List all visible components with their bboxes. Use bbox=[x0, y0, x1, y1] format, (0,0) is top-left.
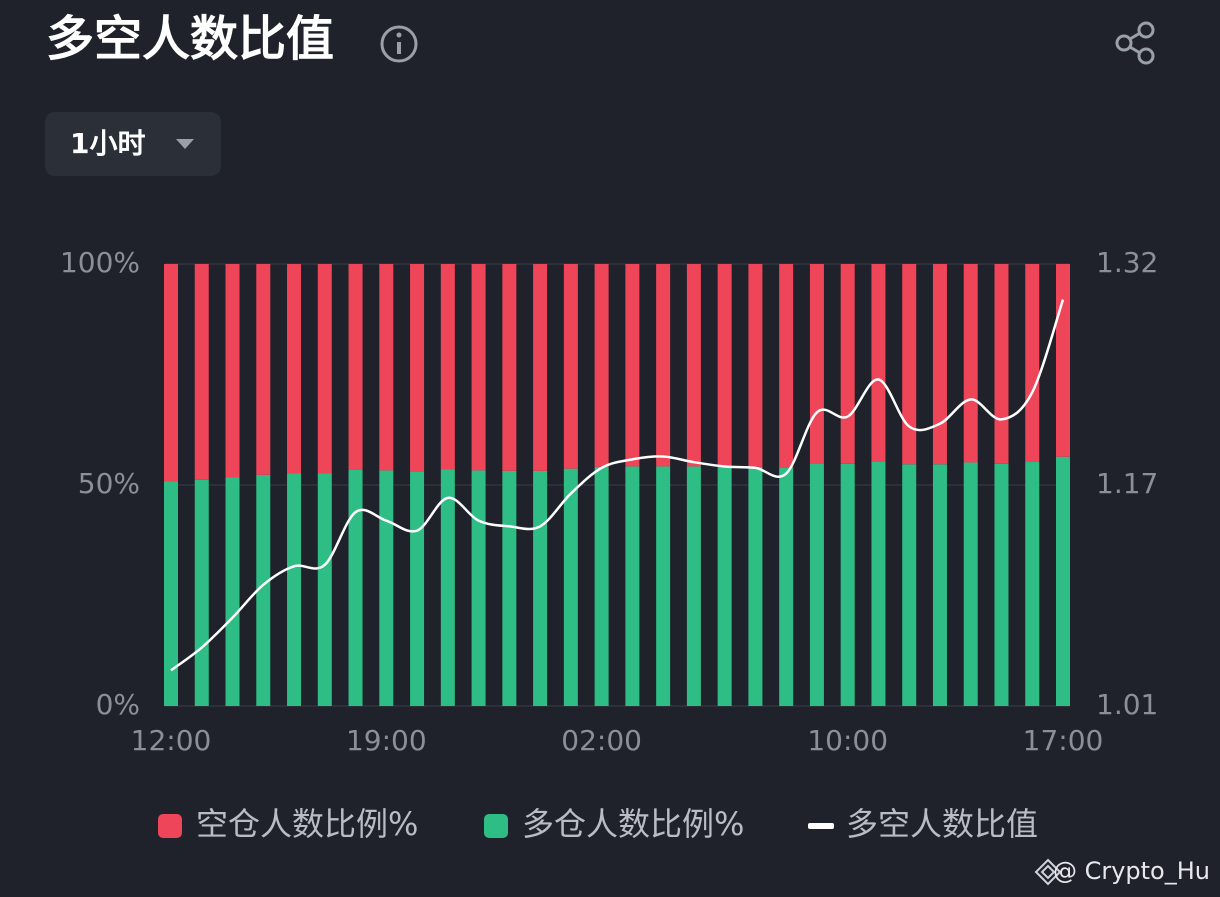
watermark-icon bbox=[1034, 858, 1062, 886]
long-bar bbox=[809, 463, 824, 706]
short-bar bbox=[410, 264, 425, 472]
long-bar bbox=[225, 477, 240, 706]
info-icon[interactable] bbox=[380, 25, 418, 63]
long-bar bbox=[717, 466, 732, 706]
long-bar bbox=[194, 479, 209, 706]
long-bar bbox=[348, 469, 363, 706]
legend-swatch bbox=[484, 814, 508, 838]
short-bar bbox=[256, 264, 271, 475]
short-bar bbox=[840, 264, 855, 464]
x-tick-label: 10:00 bbox=[807, 724, 888, 757]
short-bar bbox=[594, 264, 609, 467]
long-bar bbox=[164, 481, 178, 706]
share-icon[interactable] bbox=[1115, 21, 1155, 65]
y2-tick-label: 1.01 bbox=[1096, 688, 1158, 721]
y-tick-label: 100% bbox=[60, 246, 140, 279]
x-tick-label: 02:00 bbox=[561, 724, 642, 757]
x-tick-label: 19:00 bbox=[346, 724, 427, 757]
short-bar bbox=[563, 264, 578, 469]
long-bar bbox=[625, 466, 640, 706]
x-tick-label: 12:00 bbox=[131, 724, 212, 757]
y2-tick-label: 1.17 bbox=[1096, 467, 1158, 500]
y-tick-label: 50% bbox=[78, 467, 140, 500]
long-bar bbox=[963, 462, 978, 706]
long-bar bbox=[287, 473, 302, 706]
long-bar bbox=[656, 466, 671, 706]
legend-label: 多空人数比值 bbox=[846, 805, 1038, 843]
short-bar bbox=[317, 264, 332, 474]
y2-tick-label: 1.32 bbox=[1096, 246, 1158, 279]
long-bar bbox=[686, 466, 701, 706]
short-bar bbox=[1056, 264, 1070, 457]
short-bar bbox=[287, 264, 302, 474]
short-bar bbox=[994, 264, 1009, 464]
long-bar bbox=[563, 468, 578, 706]
long-bar bbox=[1025, 462, 1040, 706]
short-bar bbox=[471, 264, 486, 471]
long-bar bbox=[471, 470, 486, 706]
long-bar bbox=[594, 466, 609, 706]
long-bar bbox=[256, 474, 271, 706]
interval-dropdown[interactable]: 1小时 bbox=[45, 112, 221, 176]
long-bar bbox=[379, 470, 394, 706]
short-bar bbox=[348, 264, 363, 470]
x-tick-label: 17:00 bbox=[1023, 724, 1104, 757]
short-bar bbox=[225, 264, 240, 478]
long-bar bbox=[932, 464, 947, 706]
y-tick-label: 0% bbox=[96, 688, 140, 721]
short-bar bbox=[533, 264, 548, 471]
long-bar bbox=[440, 469, 455, 706]
legend-swatch bbox=[808, 823, 834, 829]
long-bar bbox=[1056, 456, 1070, 706]
long-bar bbox=[410, 471, 425, 706]
short-bar bbox=[1025, 264, 1040, 463]
short-bar bbox=[502, 264, 517, 471]
short-bar bbox=[686, 264, 701, 467]
title: 多空人数比值 bbox=[46, 11, 334, 67]
plot: 0% 50% 100% 1.01 1.17 1.32 12:00 19:00 02:00 10:0… bbox=[60, 246, 1158, 843]
watermark: @ Crypto_Hu bbox=[1053, 857, 1210, 885]
long-bar bbox=[840, 463, 855, 706]
short-bar bbox=[748, 264, 763, 467]
legend-label: 空仓人数比例% bbox=[196, 805, 418, 843]
legend-swatch bbox=[158, 814, 182, 838]
long-bar bbox=[871, 461, 886, 706]
short-bar bbox=[164, 264, 178, 482]
long-bar bbox=[317, 473, 332, 706]
short-bar bbox=[779, 264, 794, 468]
short-bar bbox=[717, 264, 732, 467]
short-bar bbox=[194, 264, 209, 480]
long-bar bbox=[502, 470, 517, 706]
short-bar bbox=[902, 264, 917, 465]
short-bar bbox=[625, 264, 640, 467]
long-bar bbox=[533, 470, 548, 706]
short-bar bbox=[656, 264, 671, 467]
long-bar bbox=[902, 464, 917, 706]
long-bar bbox=[748, 466, 763, 706]
ratio-line bbox=[170, 299, 1065, 672]
legend-label: 多仓人数比例% bbox=[522, 805, 744, 843]
short-bar bbox=[871, 264, 886, 462]
short-bar bbox=[932, 264, 947, 465]
short-bar bbox=[963, 264, 978, 463]
short-bar bbox=[379, 264, 394, 471]
short-bar bbox=[440, 264, 455, 470]
interval-label: 1小时 bbox=[70, 127, 145, 160]
long-bar bbox=[779, 467, 794, 706]
long-bar bbox=[994, 463, 1009, 706]
short-bar bbox=[809, 264, 824, 464]
